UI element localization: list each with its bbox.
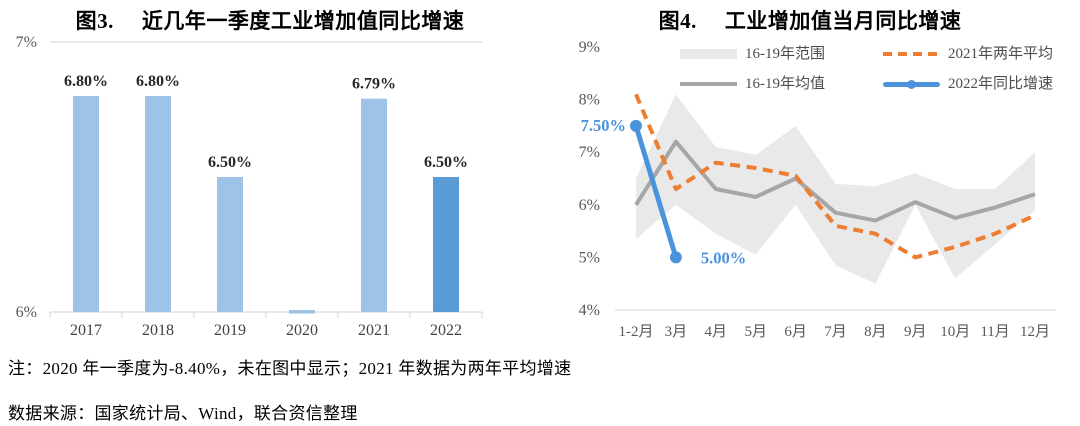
legend-label-2022: 2022年同比增速 xyxy=(948,76,1054,92)
bar-value-label: 6.50% xyxy=(208,154,252,171)
x-axis-label: 11月 xyxy=(980,324,1009,340)
x-axis-label: 9月 xyxy=(904,324,927,340)
x-axis-label: 1-2月 xyxy=(619,324,654,340)
figure3-title-text: 近几年一季度工业增加值同比增速 xyxy=(141,9,465,33)
figure4-title-text: 工业增加值当月同比增速 xyxy=(724,9,962,33)
legend-label-range: 16-19年范围 xyxy=(745,46,825,62)
mean-line-swatch-icon xyxy=(680,82,737,86)
legend-item-mean: 16-19年均值 xyxy=(680,75,825,93)
x-axis-label: 4月 xyxy=(705,324,728,340)
blue-marker-dot-icon xyxy=(907,79,916,89)
legend-item-2022: 2022年同比增速 xyxy=(883,75,1053,93)
blue-line-swatch-icon xyxy=(883,79,940,89)
point-label-7-50: 7.50% xyxy=(581,116,626,135)
bar-2018 xyxy=(145,96,171,312)
dashed-line-swatch-icon xyxy=(883,52,940,56)
x-axis-label: 2017 xyxy=(70,322,102,339)
y-tick-label: 5% xyxy=(579,249,600,266)
x-axis-label: 10月 xyxy=(940,324,970,340)
x-axis-label: 2018 xyxy=(142,322,174,339)
y-tick-label: 8% xyxy=(579,92,600,109)
figure4-title: 图4. 工业增加值当月同比增速 xyxy=(540,5,1080,35)
y-tick-label: 9% xyxy=(579,39,600,56)
legend-item-2021-avg: 2021年两年平均 xyxy=(883,45,1053,63)
x-axis-label: 2019 xyxy=(214,322,246,339)
bar-value-label: 6.79% xyxy=(352,76,396,93)
y-tick-label: 6% xyxy=(16,304,37,321)
figure4-title-prefix: 图4. xyxy=(658,9,697,33)
figure3-title: 图3. 近几年一季度工业增加值同比增速 xyxy=(0,5,540,35)
figure3-chart: 7% 6% 6.80% 2017 6.80% 2018 6.50% 2019 2020 6.79%… xyxy=(0,0,540,345)
data-source-note: 数据来源：国家统计局、Wind，联合资信整理 xyxy=(8,404,358,423)
range-band-swatch-icon xyxy=(680,49,737,59)
x-axis-label: 2020 xyxy=(286,322,318,339)
y-tick-label: 7% xyxy=(579,144,600,161)
series-2022-line xyxy=(633,123,679,260)
bar-2022 xyxy=(433,177,459,312)
x-axis-label: 2021 xyxy=(358,322,390,339)
legend-item-range: 16-19年范围 xyxy=(680,45,825,63)
bar-value-label: 6.80% xyxy=(136,73,180,90)
y-tick-label: 6% xyxy=(579,197,600,214)
series-2022-marker xyxy=(669,251,682,264)
x-axis-label: 6月 xyxy=(784,324,807,340)
bar-2019 xyxy=(217,177,243,312)
figure4-svg: 7.50% 5.00% 9% 8% 7% 6% 5% 4% 1-2月 3月 4月 5月 6月 7月 8月 9月… xyxy=(579,39,1056,340)
x-axis-label: 12月 xyxy=(1020,324,1050,340)
x-axis-label: 3月 xyxy=(665,324,688,340)
x-axis-label: 2022 xyxy=(430,322,462,339)
series-range-band xyxy=(636,94,1035,284)
x-axis-label: 8月 xyxy=(864,324,887,340)
legend-label-mean: 16-19年均值 xyxy=(745,76,825,92)
figure3-svg: 7% 6% 6.80% 2017 6.80% 2018 6.50% 2019 2020 6.79%… xyxy=(16,34,483,339)
figure4-chart: 7.50% 5.00% 9% 8% 7% 6% 5% 4% 1-2月 3月 4月 5月 6月 7月 8月 9月… xyxy=(540,0,1080,345)
bar-2017 xyxy=(73,96,99,312)
footnote: 注：2020 年一季度为-8.40%，未在图中显示；2021 年数据为两年平均增… xyxy=(8,359,572,378)
x-axis-label: 5月 xyxy=(744,324,767,340)
x-axis-label: 7月 xyxy=(824,324,847,340)
series-2022-marker xyxy=(630,119,642,132)
y-tick-label: 4% xyxy=(579,302,600,319)
figure3-title-prefix: 图3. xyxy=(75,9,114,33)
point-label-5-00: 5.00% xyxy=(701,248,746,267)
bar-value-label: 6.80% xyxy=(64,73,108,90)
y-tick-label: 7% xyxy=(16,34,37,51)
series-2021-avg-line xyxy=(634,93,1036,260)
bar-2020 xyxy=(289,310,315,314)
bar-2021 xyxy=(361,98,387,312)
legend-label-2021-avg: 2021年两年平均 xyxy=(948,46,1054,62)
bar-value-label: 6.50% xyxy=(424,154,468,171)
